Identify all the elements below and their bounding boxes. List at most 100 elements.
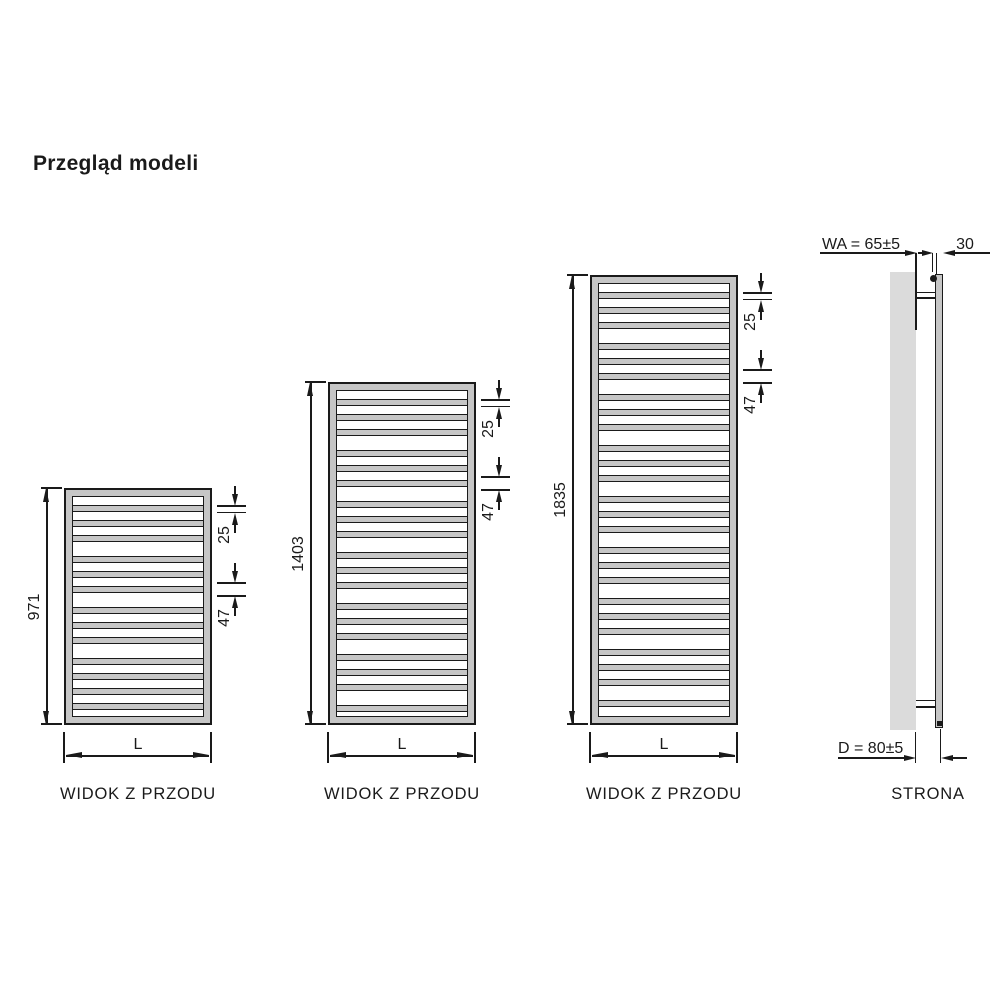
depth-bottom-ext-right <box>939 729 942 763</box>
wa-dim-ext <box>915 253 917 330</box>
pitch-large-dimension-label: 47 <box>480 503 497 521</box>
pitch-large-arrow-up <box>495 490 502 502</box>
bottom-cap <box>936 721 942 726</box>
width-dim-line <box>592 755 735 757</box>
radiator-tube <box>337 465 467 472</box>
pitch-large-dimension-label: 47 <box>742 396 759 414</box>
radiator-front-view <box>590 275 738 725</box>
radiator-tube <box>599 598 729 605</box>
depth-bottom-arrow-right <box>940 754 953 761</box>
pitch-large-arrow-up <box>231 596 238 608</box>
front-view-caption: WIDOK Z PRZODU <box>59 785 217 803</box>
radiator-tube <box>337 684 467 691</box>
height-dim-arrow-up <box>43 488 50 502</box>
radiator-inner-panel <box>598 283 730 717</box>
mounting-bracket-line <box>916 706 935 708</box>
depth-bottom-ext-left <box>914 732 917 763</box>
radiator-tube <box>337 669 467 676</box>
radiator-tube <box>599 679 729 686</box>
radiator-tube <box>599 700 729 707</box>
side-view-caption: STRONA <box>891 785 965 803</box>
pitch-small-dimension-label: 25 <box>216 525 233 544</box>
width-dim-ext-right <box>210 732 212 763</box>
radiator-tube <box>73 637 203 644</box>
radiator-tube <box>599 358 729 365</box>
pitch-large-ext-top <box>481 476 510 478</box>
depth-top-ext-right <box>935 253 938 274</box>
depth-dimension-label: D = 80±5 <box>838 740 904 757</box>
mounting-bracket-line <box>916 297 935 299</box>
radiator-tube <box>337 654 467 661</box>
height-dimension-label: 1835 <box>552 482 569 518</box>
width-dim-arrow-left <box>66 752 82 759</box>
depth-top-line <box>954 252 990 254</box>
tube-depth-label: 30 <box>956 236 974 253</box>
pitch-small-arrow-up <box>231 512 238 525</box>
pitch-small-arrow-shaft-top <box>760 273 762 281</box>
radiator-tube <box>599 511 729 518</box>
radiator-tube <box>599 628 729 635</box>
pitch-small-dimension-label: 25 <box>480 419 497 438</box>
air-vent-dot <box>929 274 937 282</box>
front-view-caption: WIDOK Z PRZODU <box>323 785 481 803</box>
pitch-large-ext-top <box>743 369 772 371</box>
wa-dim-line <box>820 252 906 254</box>
radiator-tube <box>599 577 729 584</box>
radiator-tube <box>337 501 467 508</box>
pitch-small-arrow-down <box>231 494 238 506</box>
pitch-small-dimension-label: 25 <box>742 312 759 331</box>
radiator-tube <box>73 586 203 593</box>
radiator-tube <box>337 450 467 457</box>
height-dim-arrow-up <box>569 275 576 289</box>
radiator-tube <box>337 399 467 406</box>
radiator-front-view <box>64 488 212 725</box>
pitch-small-arrow-shaft-bottom <box>760 311 762 320</box>
height-dimension-label: 1403 <box>290 535 307 572</box>
height-dim-ext-bottom <box>567 723 588 725</box>
mounting-bracket-line <box>916 291 935 294</box>
height-dim-arrow-down <box>307 711 314 725</box>
radiator-tube <box>599 322 729 329</box>
height-dim-ext-top <box>305 381 326 383</box>
pitch-large-arrow-down <box>495 465 502 477</box>
radiator-side-profile <box>935 274 943 728</box>
radiator-tube <box>73 688 203 695</box>
height-dim-ext-bottom <box>305 723 326 725</box>
radiator-tube <box>337 429 467 436</box>
radiator-tube <box>337 567 467 574</box>
radiator-tube <box>73 535 203 542</box>
width-dimension-label: L <box>659 736 669 753</box>
radiator-tube <box>73 673 203 680</box>
height-dim-arrow-down <box>569 711 576 725</box>
radiator-tube <box>599 562 729 569</box>
radiator-front-view <box>328 382 476 725</box>
pitch-small-arrow-up <box>757 299 764 312</box>
pitch-small-arrow-shaft-bottom <box>498 418 500 427</box>
width-dimension-label: L <box>397 736 407 753</box>
height-dim-ext-bottom <box>41 723 62 725</box>
width-dim-arrow-left <box>592 752 608 759</box>
radiator-tube <box>599 373 729 380</box>
radiator-tube <box>599 292 729 299</box>
pitch-small-arrow-shaft-top <box>234 486 236 494</box>
radiator-tube <box>599 649 729 656</box>
pitch-small-ext-top <box>481 399 510 401</box>
width-dim-line <box>330 755 473 757</box>
radiator-tube <box>337 705 467 712</box>
height-dim-ext-top <box>567 274 588 276</box>
wa-dim-arrow <box>905 249 917 256</box>
pitch-small-arrow-shaft-top <box>498 380 500 388</box>
radiator-tube <box>337 516 467 523</box>
pitch-large-arrow-shaft-top <box>234 563 236 571</box>
radiator-tube <box>599 307 729 314</box>
radiator-inner-panel <box>336 390 468 717</box>
radiator-tube <box>337 531 467 538</box>
radiator-tube <box>337 618 467 625</box>
radiator-tube <box>599 496 729 503</box>
height-dim-arrow-down <box>43 711 50 725</box>
radiator-tube <box>599 547 729 554</box>
radiator-tube <box>599 409 729 416</box>
wa-dim-arrow-inner <box>922 249 933 256</box>
pitch-large-arrow-down <box>757 358 764 370</box>
